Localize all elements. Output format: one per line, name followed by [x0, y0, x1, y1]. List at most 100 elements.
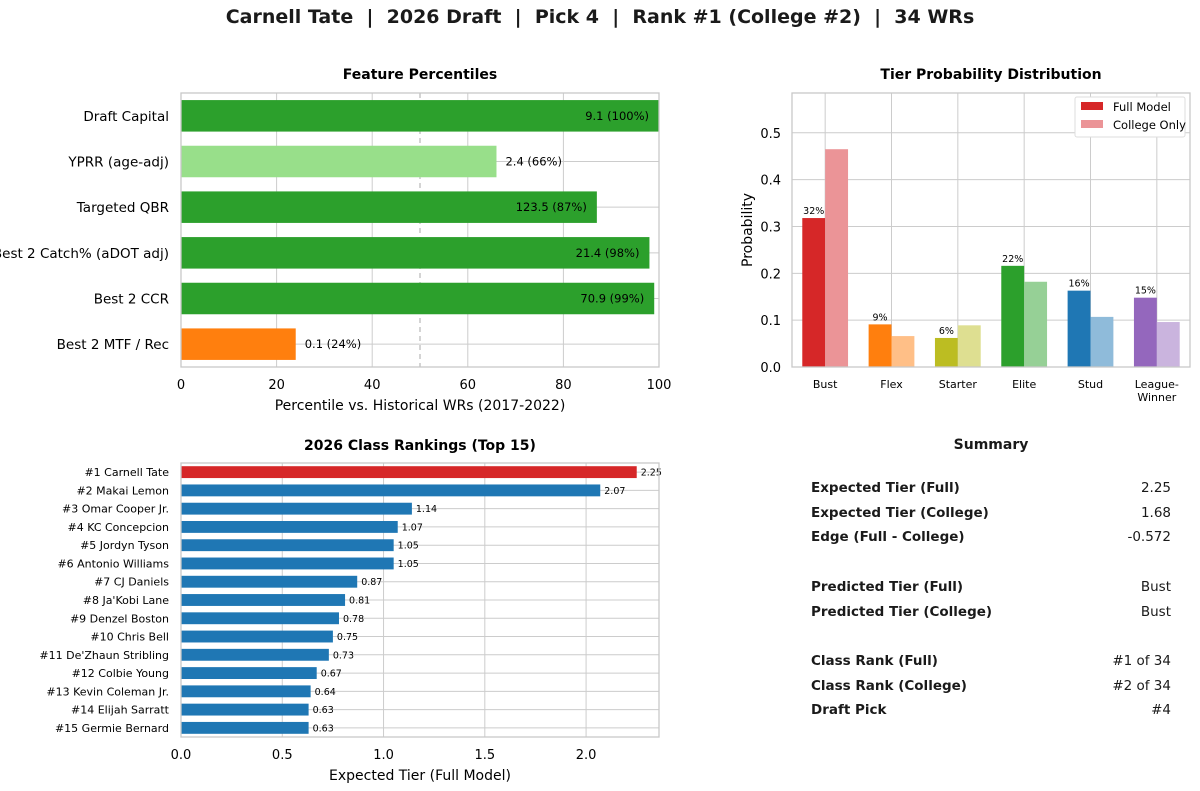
data-label: 21.4 (98%)	[576, 246, 640, 260]
data-label: 9.1 (100%)	[585, 109, 649, 123]
bar-college-only	[825, 149, 849, 367]
data-label: 0.1 (24%)	[305, 337, 361, 351]
summary-label: Expected Tier (Full)	[811, 480, 960, 496]
summary-value: #4	[1151, 702, 1171, 718]
y-tick-label: #13 Kevin Coleman Jr.	[46, 685, 169, 698]
bar	[181, 648, 329, 661]
chart-title: Feature Percentiles	[343, 67, 497, 83]
y-tick-label: 0.1	[760, 314, 781, 329]
x-tick-label: 40	[364, 378, 381, 393]
bar-full-model	[868, 324, 892, 367]
bar-full-model	[1067, 290, 1091, 367]
x-tick-label: 0	[177, 378, 185, 393]
bar	[181, 466, 637, 479]
y-tick-label: #4 KC Concepcion	[68, 521, 170, 534]
data-label: 0.87	[361, 577, 382, 588]
y-tick-label: Best 2 Catch% (aDOT adj)	[0, 246, 169, 262]
data-label: 0.63	[313, 723, 334, 734]
x-tick-label: Starter	[939, 378, 978, 391]
bar	[181, 145, 497, 178]
data-label: 32%	[803, 206, 824, 217]
bar	[181, 520, 398, 533]
bar	[181, 594, 346, 606]
data-label: 1.14	[416, 504, 437, 515]
summary-row: Class Rank (Full) #1 of 34	[811, 653, 1171, 673]
bar-full-model	[1001, 265, 1025, 367]
bar	[181, 100, 659, 132]
data-label: 2.25	[641, 468, 662, 479]
x-tick-label: 1.0	[373, 748, 394, 763]
data-label: 0.63	[313, 705, 334, 716]
data-label: 0.78	[343, 614, 364, 625]
summary-value: #1 of 34	[1112, 653, 1171, 669]
data-label: 6%	[939, 326, 954, 337]
y-axis-label: Probability	[740, 193, 756, 267]
summary-row: Edge (Full - College) -0.572	[811, 529, 1171, 549]
bar	[181, 539, 394, 552]
chart-title: Tier Probability Distribution	[880, 67, 1101, 83]
x-tick-label: Winner	[1137, 391, 1176, 404]
bar	[181, 703, 309, 716]
x-axis-label: Percentile vs. Historical WRs (2017-2022…	[275, 398, 566, 414]
legend-label: Full Model	[1113, 100, 1171, 114]
summary-row: Predicted Tier (Full) Bust	[811, 579, 1171, 599]
y-tick-label: #12 Colbie Young	[72, 667, 169, 680]
summary-row: Expected Tier (College) 1.68	[811, 505, 1171, 525]
data-label: 22%	[1002, 254, 1023, 265]
bar	[181, 484, 601, 497]
summary-title: Summary	[953, 437, 1029, 453]
x-tick-label: Elite	[1012, 378, 1036, 391]
y-tick-label: #15 Germie Bernard	[55, 722, 169, 735]
x-tick-label: Bust	[813, 378, 838, 391]
y-tick-label: #2 Makai Lemon	[76, 484, 169, 497]
x-axis-label: Expected Tier (Full Model)	[329, 768, 511, 784]
bar	[181, 191, 597, 223]
data-label: 1.05	[398, 541, 419, 552]
data-label: 0.75	[337, 632, 358, 643]
x-tick-label: Stud	[1078, 378, 1103, 391]
bar	[181, 575, 358, 588]
bar	[181, 328, 296, 360]
data-label: 1.05	[398, 559, 419, 570]
bar-full-model	[1133, 297, 1157, 367]
data-label: 2.4 (66%)	[505, 155, 561, 169]
summary-label: Draft Pick	[811, 702, 887, 718]
data-label: 2.07	[604, 486, 625, 497]
x-tick-label: 1.5	[474, 748, 495, 763]
class-rankings-chart: 2026 Class Rankings (Top 15) 0.0 0.5 1.0 1.5…	[39, 438, 661, 784]
y-tick-label: #7 CJ Daniels	[94, 576, 169, 589]
bar	[181, 282, 655, 315]
x-tick-label: 20	[268, 378, 285, 393]
chart-title: 2026 Class Rankings (Top 15)	[304, 438, 536, 454]
tier-probability-chart: Tier Probability Distribution 0.0 0.1 0.2 0.…	[740, 67, 1191, 404]
bar	[181, 685, 311, 698]
legend-label: College Only	[1113, 118, 1186, 132]
summary-value: 2.25	[1140, 480, 1171, 496]
summary-value: -0.572	[1127, 529, 1171, 545]
bar-college-only	[1090, 316, 1114, 367]
data-label: 9%	[873, 312, 888, 323]
y-tick-label: Best 2 CCR	[94, 292, 169, 308]
data-label: 15%	[1135, 286, 1156, 297]
summary-row: Expected Tier (Full) 2.25	[811, 480, 1171, 500]
x-tick-label: 2.0	[576, 748, 597, 763]
y-tick-label: 0.3	[760, 220, 781, 235]
bar	[181, 630, 333, 643]
plot-frame	[180, 462, 660, 738]
y-tick-label: #10 Chris Bell	[90, 631, 169, 644]
data-label: 0.73	[333, 650, 354, 661]
data-label: 0.81	[349, 596, 370, 607]
y-tick-label: 0.5	[760, 127, 781, 142]
figure-title: Carnell Tate | 2026 Draft | Pick 4 | Ran…	[225, 6, 975, 28]
x-tick-label: Flex	[880, 378, 903, 391]
x-tick-label: 0.5	[272, 748, 293, 763]
x-tick-label: 80	[555, 378, 572, 393]
legend-swatch	[1081, 102, 1103, 110]
summary-label: Edge (Full - College)	[811, 529, 965, 545]
summary-value: Bust	[1140, 604, 1171, 620]
y-tick-label: #9 Denzel Boston	[70, 612, 169, 625]
summary-row: Draft Pick #4	[811, 702, 1171, 722]
x-tick-label: 0.0	[171, 748, 192, 763]
data-label: 70.9 (99%)	[580, 292, 644, 306]
